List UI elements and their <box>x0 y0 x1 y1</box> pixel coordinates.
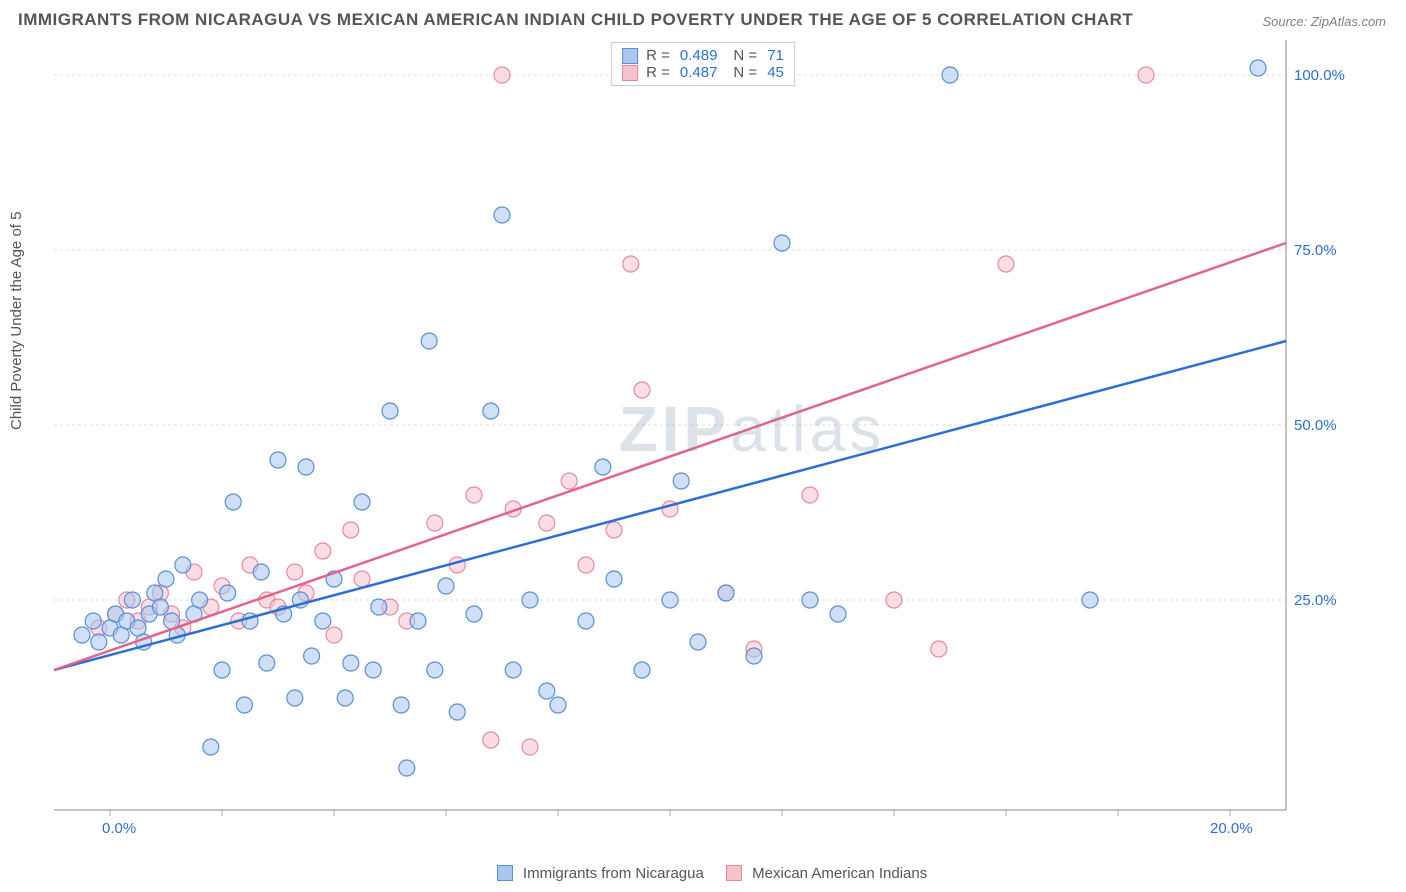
y-axis-label: Child Poverty Under the Age of 5 <box>8 212 25 430</box>
scatter-plot <box>50 40 1346 830</box>
y-tick-label: 25.0% <box>1294 592 1337 609</box>
stat-r-value: 0.487 <box>680 64 718 81</box>
stat-n-label: N = <box>733 64 757 81</box>
stats-legend-row: R = 0.489 N = 71 <box>622 47 784 64</box>
legend-swatch-icon <box>622 48 638 64</box>
stat-n-label: N = <box>733 47 757 64</box>
source-attribution: Source: ZipAtlas.com <box>1262 14 1386 29</box>
stat-n-value: 71 <box>767 47 784 64</box>
y-tick-label: 50.0% <box>1294 417 1337 434</box>
x-tick-label: 20.0% <box>1210 820 1253 837</box>
legend-swatch-icon <box>497 865 513 881</box>
stats-legend-row: R = 0.487 N = 45 <box>622 64 784 81</box>
chart-title: IMMIGRANTS FROM NICARAGUA VS MEXICAN AME… <box>18 10 1133 30</box>
legend-swatch-icon <box>726 865 742 881</box>
legend-label: Mexican American Indians <box>752 865 927 882</box>
x-tick-label: 0.0% <box>102 820 136 837</box>
stat-n-value: 45 <box>767 64 784 81</box>
stat-r-label: R = <box>646 47 670 64</box>
stat-r-label: R = <box>646 64 670 81</box>
y-tick-label: 100.0% <box>1294 67 1345 84</box>
y-tick-label: 75.0% <box>1294 242 1337 259</box>
legend-bottom: Immigrants from Nicaragua Mexican Americ… <box>0 865 1406 882</box>
legend-label: Immigrants from Nicaragua <box>523 865 704 882</box>
stat-r-value: 0.489 <box>680 47 718 64</box>
legend-swatch-icon <box>622 65 638 81</box>
stats-legend: R = 0.489 N = 71 R = 0.487 N = 45 <box>611 42 795 86</box>
